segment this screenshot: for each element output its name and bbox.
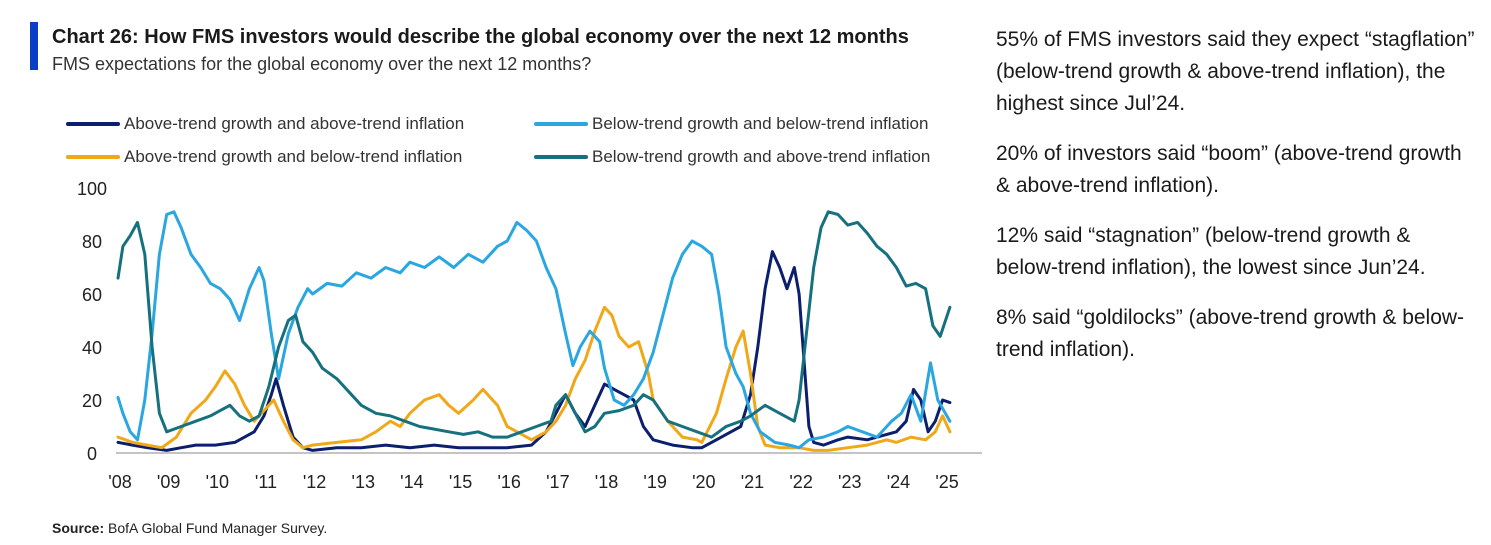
- x-tick-label: '21: [741, 472, 764, 492]
- legend-item-goldilocks: Above-trend growth and below-trend infla…: [66, 147, 462, 167]
- legend-label: Below-trend growth and below-trend infla…: [592, 114, 929, 133]
- y-tick-label: 20: [82, 391, 102, 411]
- x-tick-label: '19: [643, 472, 666, 492]
- legend-swatch: [534, 155, 588, 159]
- legend-swatch: [66, 122, 120, 126]
- legend-label: Above-trend growth and below-trend infla…: [124, 147, 463, 166]
- commentary-paragraph: 55% of FMS investors said they expect “s…: [996, 28, 1475, 115]
- y-tick-label: 100: [77, 179, 107, 199]
- x-tick-label: '18: [595, 472, 618, 492]
- source-text: BofA Global Fund Manager Survey.: [108, 520, 328, 536]
- commentary-paragraph: 8% said “goldilocks” (above-trend growth…: [996, 306, 1465, 361]
- commentary-panel: 55% of FMS investors said they expect “s…: [996, 24, 1476, 384]
- x-tick-label: '17: [546, 472, 569, 492]
- x-tick-label: '20: [692, 472, 715, 492]
- x-tick-label: '11: [255, 472, 277, 492]
- series-line-0: [116, 250, 952, 452]
- x-tick-label: '25: [935, 472, 958, 492]
- x-tick-label: '13: [352, 472, 375, 492]
- line-chart: 0 20 40 60 80 100 '08 '09 '10 '11 '12 '13 '14 '15 '16 '…: [77, 179, 982, 492]
- x-tick-label: '09: [157, 472, 180, 492]
- x-tick-label: '24: [887, 472, 910, 492]
- series-line-3: [116, 210, 952, 439]
- source-label: Source:: [52, 520, 105, 536]
- title-accent-bar: [30, 22, 38, 70]
- source-note: Source: BofA Global Fund Manager Survey.: [52, 520, 327, 536]
- x-tick-label: '16: [497, 472, 520, 492]
- commentary-paragraph: 20% of investors said “boom” (above-tren…: [996, 142, 1462, 197]
- legend-item-stagflation: Below-trend growth and above-trend infla…: [534, 147, 930, 167]
- x-tick-label: '23: [838, 472, 861, 492]
- x-tick-label: '22: [789, 472, 812, 492]
- legend-label: Below-trend growth and above-trend infla…: [592, 147, 931, 166]
- x-tick-label: '15: [449, 472, 472, 492]
- y-tick-label: 0: [87, 444, 97, 464]
- legend-swatch: [66, 155, 120, 159]
- legend-label: Above-trend growth and above-trend infla…: [124, 114, 465, 133]
- x-tick-label: '10: [206, 472, 229, 492]
- x-tick-label: '14: [400, 472, 423, 492]
- legend-item-boom: Above-trend growth and above-trend infla…: [66, 114, 464, 134]
- legend-swatch: [534, 122, 588, 126]
- y-tick-label: 80: [82, 232, 102, 252]
- commentary-paragraph: 12% said “stagnation” (below-trend growt…: [996, 224, 1426, 279]
- chart-legend: Above-trend growth and above-trend infla…: [66, 110, 996, 176]
- chart-title: Chart 26: How FMS investors would descri…: [52, 26, 909, 48]
- series-line-2: [116, 210, 952, 450]
- y-tick-label: 40: [82, 338, 102, 358]
- chart-subtitle: FMS expectations for the global economy …: [52, 54, 592, 74]
- legend-item-stagnation: Below-trend growth and below-trend infla…: [534, 114, 928, 134]
- x-tick-label: '08: [108, 472, 131, 492]
- x-tick-label: '12: [303, 472, 326, 492]
- y-tick-label: 60: [82, 285, 102, 305]
